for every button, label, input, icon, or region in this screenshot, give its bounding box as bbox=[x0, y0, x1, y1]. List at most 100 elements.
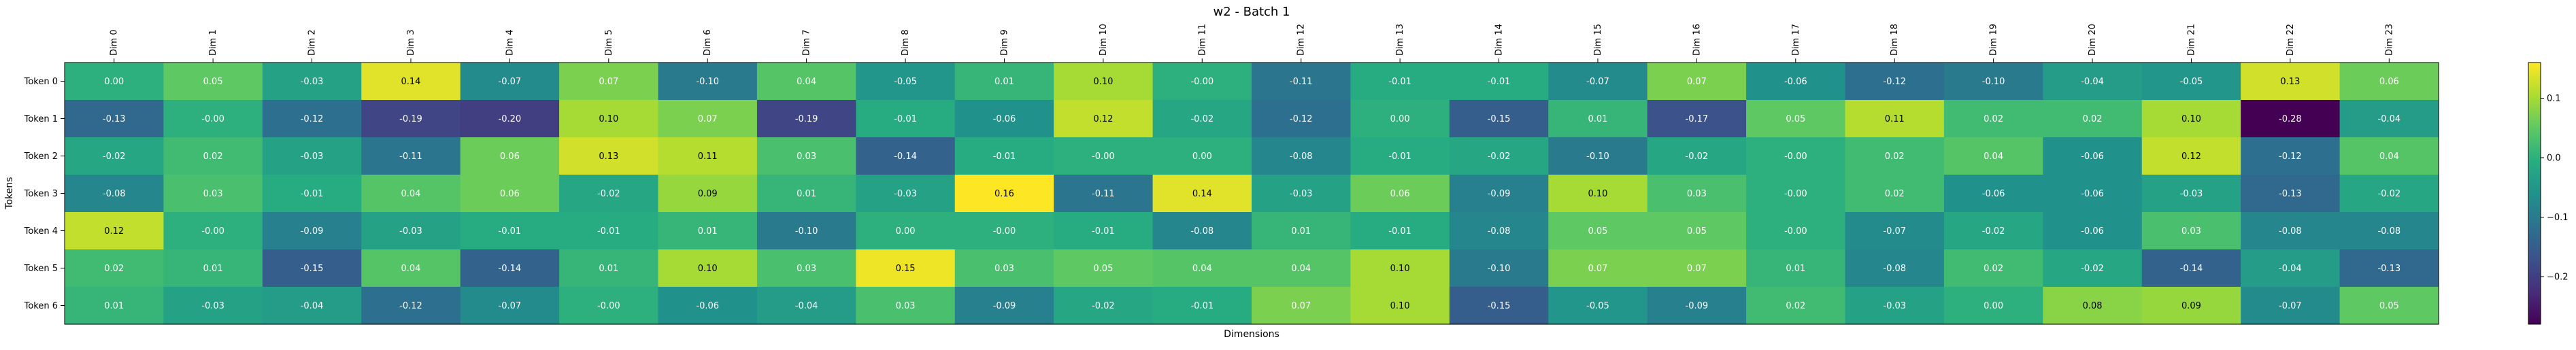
heatmap-cell-r0-c19 bbox=[1943, 63, 2043, 101]
heatmap-cell-r6-c18 bbox=[1845, 287, 1945, 325]
cell-value-label-r2-c21: 0.12 bbox=[2181, 152, 2201, 162]
cell-value-label-r0-c8: -0.05 bbox=[894, 77, 917, 87]
cell-value-label-r3-c6: 0.09 bbox=[698, 189, 718, 199]
plot-frame bbox=[64, 62, 2439, 325]
cell-value-label-r4-c7: -0.10 bbox=[795, 226, 818, 237]
heatmap-cell-r6-c11 bbox=[1152, 287, 1252, 325]
cell-value-label-r3-c22: -0.13 bbox=[2279, 189, 2302, 199]
cell-value-label-r1-c10: 0.12 bbox=[1093, 114, 1113, 124]
cell-value-label-r5-c14: -0.10 bbox=[1488, 264, 1511, 274]
heatmap-cell-r6-c9 bbox=[954, 287, 1054, 325]
cell-value-label-r5-c3: 0.04 bbox=[401, 264, 420, 274]
heatmap-cell-r0-c4 bbox=[460, 63, 560, 101]
heatmap-cell-r4-c4 bbox=[460, 212, 560, 250]
cell-value-label-r1-c23: -0.04 bbox=[2377, 114, 2401, 124]
heatmap-cell-r3-c20 bbox=[2043, 175, 2143, 213]
heatmap-cell-r3-c23 bbox=[2339, 175, 2439, 213]
heatmap-cell-r1-c11 bbox=[1152, 100, 1252, 138]
cell-value-label-r0-c20: -0.04 bbox=[2081, 77, 2104, 87]
cell-value-label-r4-c20: -0.06 bbox=[2081, 226, 2104, 237]
cell-value-label-r0-c7: 0.04 bbox=[797, 77, 816, 87]
heatmap-cell-r5-c11 bbox=[1152, 249, 1252, 287]
cell-value-label-r5-c4: -0.14 bbox=[499, 264, 522, 274]
heatmap-cell-r2-c5 bbox=[559, 137, 659, 175]
cell-value-label-r3-c10: -0.11 bbox=[1092, 189, 1115, 199]
heatmap-cell-r4-c16 bbox=[1647, 212, 1747, 250]
heatmap-cell-r1-c15 bbox=[1548, 100, 1648, 138]
x-tick-label-9: Dim 9 bbox=[999, 29, 1009, 56]
cell-value-label-r0-c19: -0.10 bbox=[1982, 77, 2005, 87]
x-tick-label-10: Dim 10 bbox=[1099, 24, 1109, 56]
cell-value-label-r1-c12: -0.12 bbox=[1290, 114, 1313, 124]
cell-value-label-r3-c5: -0.02 bbox=[597, 189, 620, 199]
heatmap-cell-r3-c14 bbox=[1449, 175, 1549, 213]
cell-value-label-r6-c2: -0.04 bbox=[301, 301, 324, 311]
cell-value-label-r2-c6: 0.11 bbox=[698, 152, 718, 162]
x-tick-label-6: Dim 6 bbox=[703, 29, 713, 56]
y-tick-label-2: Token 2 bbox=[24, 152, 58, 162]
cell-value-label-r5-c16: 0.07 bbox=[1687, 264, 1707, 274]
heatmap-cell-r2-c23 bbox=[2339, 137, 2439, 175]
cell-value-label-r5-c13: 0.10 bbox=[1390, 264, 1410, 274]
x-tick-label-18: Dim 18 bbox=[1890, 24, 1900, 56]
heatmap-cell-r0-c3 bbox=[361, 63, 461, 101]
heatmap-cell-r2-c17 bbox=[1746, 137, 1846, 175]
cell-value-label-r3-c23: -0.02 bbox=[2377, 189, 2401, 199]
x-tick-label-22: Dim 22 bbox=[2286, 24, 2296, 56]
cell-value-label-r0-c6: -0.10 bbox=[696, 77, 719, 87]
cell-value-label-r2-c2: -0.03 bbox=[301, 152, 324, 162]
y-tick-label-0: Token 0 bbox=[24, 77, 58, 87]
heatmap-cell-r4-c9 bbox=[954, 212, 1054, 250]
cell-value-label-r4-c10: -0.01 bbox=[1092, 226, 1115, 237]
heatmap-cell-r2-c0 bbox=[65, 137, 165, 175]
cell-value-label-r2-c19: 0.04 bbox=[1984, 152, 2003, 162]
cell-value-label-r2-c17: -0.00 bbox=[1784, 152, 1807, 162]
cell-value-label-r0-c0: 0.00 bbox=[104, 77, 124, 87]
heatmap-cell-r0-c8 bbox=[856, 63, 956, 101]
cell-value-label-r5-c11: 0.04 bbox=[1192, 264, 1212, 274]
heatmap-cell-r5-c4 bbox=[460, 249, 560, 287]
heatmap-cell-r0-c1 bbox=[163, 63, 263, 101]
heatmap-cell-r4-c23 bbox=[2339, 212, 2439, 250]
heatmap-cell-r6-c23 bbox=[2339, 287, 2439, 325]
heatmap-cell-r4-c12 bbox=[1252, 212, 1352, 250]
heatmap-cell-r5-c12 bbox=[1252, 249, 1352, 287]
heatmap-cell-r4-c20 bbox=[2043, 212, 2143, 250]
heatmap-cell-r0-c10 bbox=[1054, 63, 1154, 101]
cell-value-label-r3-c7: 0.01 bbox=[797, 189, 816, 199]
heatmap-cell-r6-c7 bbox=[756, 287, 856, 325]
cell-value-label-r0-c9: 0.01 bbox=[994, 77, 1014, 87]
heatmap-cell-r1-c0 bbox=[65, 100, 165, 138]
cell-value-label-r6-c16: -0.09 bbox=[1686, 301, 1709, 311]
heatmap-cell-r4-c10 bbox=[1054, 212, 1154, 250]
heatmap-cell-r3-c8 bbox=[856, 175, 956, 213]
cell-value-label-r6-c21: 0.09 bbox=[2181, 301, 2201, 311]
cell-value-label-r1-c14: -0.15 bbox=[1488, 114, 1511, 124]
heatmap-cell-r4-c22 bbox=[2241, 212, 2341, 250]
heatmap-cell-r3-c4 bbox=[460, 175, 560, 213]
heatmap-cell-r0-c18 bbox=[1845, 63, 1945, 101]
heatmap-cell-r6-c22 bbox=[2241, 287, 2341, 325]
heatmap-cell-r1-c3 bbox=[361, 100, 461, 138]
cell-value-label-r4-c3: -0.03 bbox=[399, 226, 422, 237]
cell-value-label-r0-c22: 0.13 bbox=[2280, 77, 2300, 87]
heatmap-cell-r2-c2 bbox=[262, 137, 362, 175]
cell-value-label-r4-c5: -0.01 bbox=[597, 226, 620, 237]
cell-value-label-r5-c23: -0.13 bbox=[2377, 264, 2401, 274]
cell-value-label-r5-c12: 0.04 bbox=[1291, 264, 1311, 274]
chart-title: w2 - Batch 1 bbox=[1213, 5, 1290, 19]
cell-value-label-r2-c5: 0.13 bbox=[599, 152, 618, 162]
heatmap-cell-r6-c16 bbox=[1647, 287, 1747, 325]
heatmap-cell-r3-c16 bbox=[1647, 175, 1747, 213]
cell-value-label-r6-c11: -0.01 bbox=[1190, 301, 1214, 311]
cell-value-label-r5-c22: -0.04 bbox=[2279, 264, 2302, 274]
heatmap-cell-r0-c21 bbox=[2141, 63, 2241, 101]
x-tick-label-2: Dim 2 bbox=[307, 29, 318, 56]
heatmap-cell-r2-c15 bbox=[1548, 137, 1648, 175]
heatmap-cells bbox=[65, 63, 2439, 325]
heatmap-cell-r2-c20 bbox=[2043, 137, 2143, 175]
cell-value-label-r1-c4: -0.20 bbox=[499, 114, 522, 124]
colorbar-tick-label-1: 0.0 bbox=[2547, 154, 2561, 164]
heatmap-cell-r1-c16 bbox=[1647, 100, 1747, 138]
heatmap-cell-r6-c2 bbox=[262, 287, 362, 325]
